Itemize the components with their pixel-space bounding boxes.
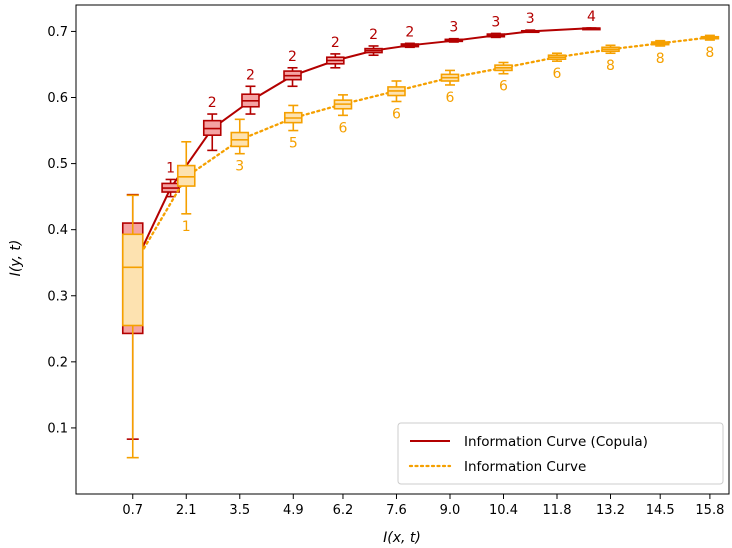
legend: Information Curve (Copula) Information Cu… xyxy=(397,422,724,485)
box-plot xyxy=(202,113,222,152)
y-tick-label: 0.4 xyxy=(47,223,68,238)
x-tick-label: 7.6 xyxy=(386,503,407,518)
box-plot xyxy=(283,66,302,88)
x-tick-label: 6.2 xyxy=(333,503,354,518)
point-count-label: 3 xyxy=(235,159,244,175)
x-tick-label: 15.8 xyxy=(695,503,724,518)
y-axis-label: I(y, t) xyxy=(8,240,24,277)
point-count-label: 2 xyxy=(405,24,414,40)
box-plot xyxy=(440,69,460,86)
point-count-label: 8 xyxy=(656,51,665,67)
y-tick-label: 0.5 xyxy=(47,157,68,172)
x-tick-label: 9.0 xyxy=(440,503,461,518)
point-count-label: 6 xyxy=(339,120,348,136)
point-count-label: 2 xyxy=(331,35,340,51)
point-count-label: 3 xyxy=(526,11,535,27)
point-count-label: 8 xyxy=(606,58,615,74)
x-tick-label: 10.4 xyxy=(489,503,518,518)
y-tick-label: 0.1 xyxy=(47,421,68,436)
plot-series xyxy=(121,27,720,459)
box-plot xyxy=(601,44,620,55)
box-plot xyxy=(486,32,506,39)
point-count-label: 4 xyxy=(587,9,596,25)
box-plot xyxy=(520,29,540,34)
box-plot xyxy=(176,140,196,215)
point-count-label: 2 xyxy=(288,49,297,65)
axes: 0.1 0.2 0.3 0.4 0.5 0.6 0.7 0.7 2.1 3.5 4.9 6.2 7.6 9… xyxy=(47,4,730,518)
box-plot xyxy=(326,53,345,69)
point-count-label: 6 xyxy=(499,79,508,95)
x-tick-label: 0.7 xyxy=(122,503,143,518)
box-plot xyxy=(121,194,144,459)
x-tick-label: 4.9 xyxy=(283,503,304,518)
series-line xyxy=(131,36,712,269)
box-plot xyxy=(444,37,464,43)
point-count-label: 6 xyxy=(553,66,562,82)
legend-box xyxy=(397,422,724,485)
point-count-label: 3 xyxy=(491,14,500,30)
y-tick-label: 0.3 xyxy=(47,289,68,304)
box-plot xyxy=(547,52,567,62)
series-information-curve xyxy=(121,34,720,459)
box-plot xyxy=(700,34,720,41)
point-count-label: 3 xyxy=(449,20,458,36)
box-plot xyxy=(400,42,420,49)
legend-entry-label: Information Curve (Copula) xyxy=(464,434,648,450)
point-count-label: 6 xyxy=(392,106,401,122)
x-tick-label: 11.8 xyxy=(543,503,572,518)
point-count-label: 8 xyxy=(705,45,714,61)
box-plot xyxy=(283,104,303,132)
y-tick-label: 0.7 xyxy=(47,25,68,40)
box-plot xyxy=(387,80,406,103)
x-tick-label: 14.5 xyxy=(646,503,675,518)
x-tick-label: 13.2 xyxy=(596,503,625,518)
x-axis-label: I(x, t) xyxy=(383,530,421,546)
x-tick-label: 3.5 xyxy=(229,503,250,518)
point-count-labels: 1 2 2 2 2 2 2 3 3 3 4 1 3 5 6 6 6 6 6 8 8 8 xyxy=(166,9,714,235)
point-count-label: 1 xyxy=(182,219,191,235)
point-count-label: 6 xyxy=(446,90,455,106)
plot-frame xyxy=(75,4,730,495)
y-tick-label: 0.2 xyxy=(47,355,68,370)
x-tick-label: 2.1 xyxy=(176,503,197,518)
legend-entry-label: Information Curve xyxy=(464,459,586,475)
point-count-label: 2 xyxy=(369,27,378,43)
box-plot xyxy=(494,61,513,75)
point-count-label: 1 xyxy=(166,160,175,176)
y-tick-label: 0.6 xyxy=(47,91,68,106)
box-plot xyxy=(650,39,670,47)
box-plot xyxy=(230,118,250,155)
point-count-label: 2 xyxy=(208,95,217,111)
box-body xyxy=(121,233,144,327)
box-plot xyxy=(364,45,383,57)
box-body xyxy=(176,164,196,187)
series-copula xyxy=(121,27,601,440)
box-plot xyxy=(241,85,260,115)
box-plot xyxy=(582,27,601,31)
point-count-label: 5 xyxy=(289,136,298,152)
box-plot xyxy=(333,94,353,117)
point-count-label: 2 xyxy=(246,67,255,83)
